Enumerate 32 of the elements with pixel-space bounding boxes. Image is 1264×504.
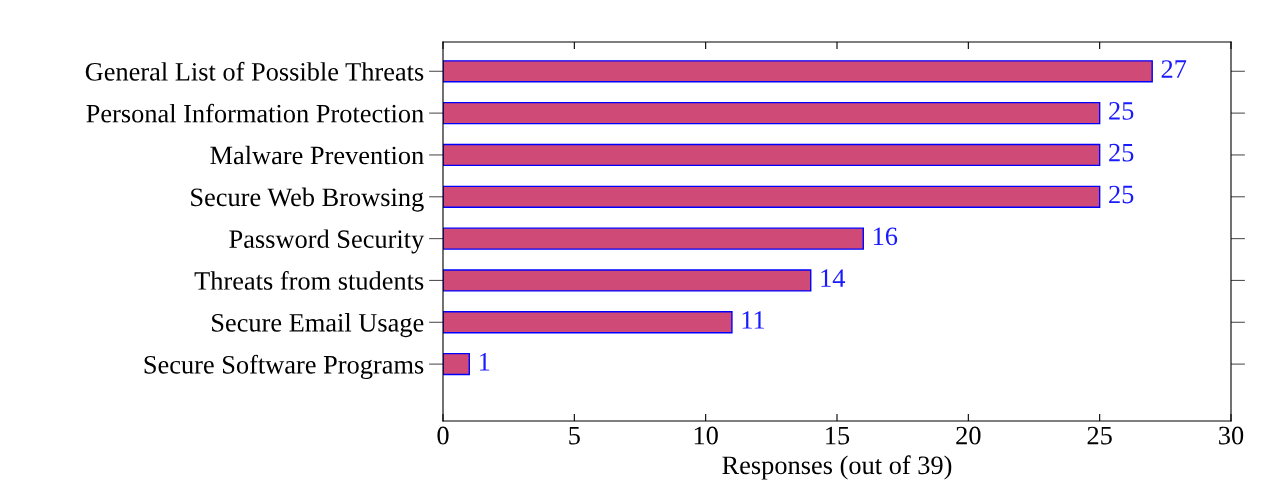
data-label: 25 [1109,185,1134,204]
bar [443,227,864,250]
bar [443,311,733,334]
data-label: 14 [821,269,846,287]
bar [443,185,1101,208]
bar [443,60,1153,83]
data-label: 1 [479,353,490,371]
x-tick-label: 10 [694,426,718,445]
bar [443,352,470,376]
y-tick-label: General List of Possible Threats [85,61,424,81]
y-tick-label: Threats from students [194,271,424,290]
x-tick-label: 25 [1087,426,1112,445]
x-tick-label: 15 [826,426,850,445]
x-tick-label: 30 [1219,426,1244,445]
y-tick-label: Secure Web Browsing [191,187,424,212]
bar [443,143,1101,167]
data-label: 27 [1161,60,1187,78]
x-tick-label: 0 [437,426,449,445]
x-tick-label: 20 [956,426,981,445]
y-tick-label: Malware Prevention [210,145,424,165]
bar [443,269,812,292]
x-tick-label: 5 [569,426,580,445]
data-label: 11 [742,311,765,329]
x-axis-title: Responses (out of 39) [722,455,952,480]
data-label: 25 [1109,101,1134,120]
data-label: 25 [1109,143,1134,162]
y-tick-label: Password Security [229,229,425,254]
bar [443,101,1101,125]
y-tick-label: Personal Information Protection [86,103,424,123]
data-label: 16 [873,227,898,246]
y-tick-label: Secure Email Usage [212,313,424,338]
y-tick-label: Secure Software Programs [144,354,424,380]
